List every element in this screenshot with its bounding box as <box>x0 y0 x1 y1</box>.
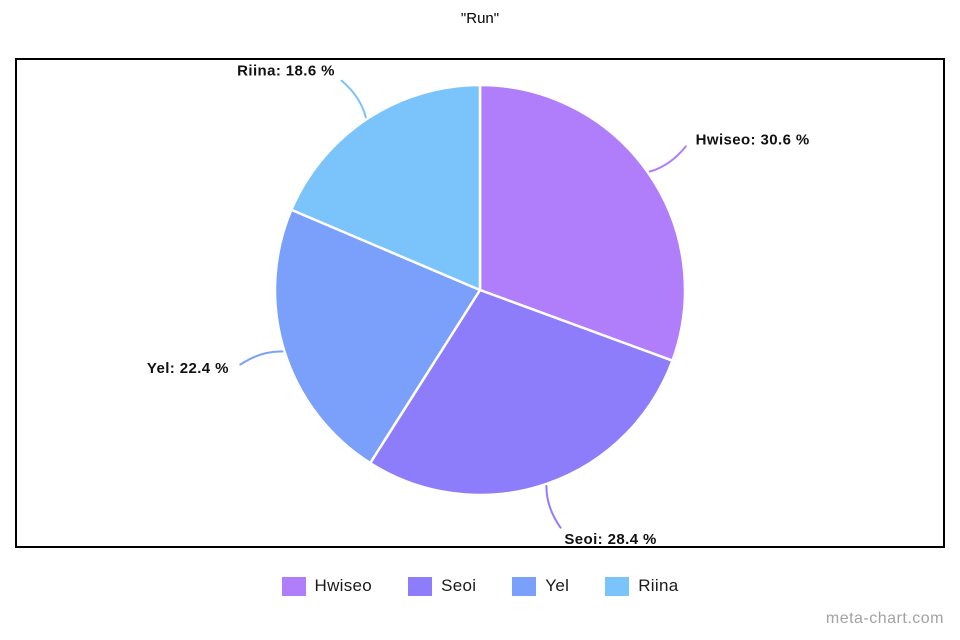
legend-item-yel: Yel <box>512 576 569 596</box>
legend-item-hwiseo: Hwiseo <box>281 576 373 596</box>
callout-line-riina <box>340 79 367 119</box>
legend-label-seoi: Seoi <box>441 576 477 595</box>
chart-title: "Run" <box>460 10 500 27</box>
slice-label-riina: Riina: 18.6 % <box>237 63 335 80</box>
legend-swatch-seoi <box>408 576 433 596</box>
pie-chart-svg: Hwiseo: 30.6 % Seoi: 28.4 % Yel: 22.4 % Rii… <box>147 63 810 546</box>
pie-slice-seoi <box>368 288 674 497</box>
legend-item-riina: Riina <box>605 576 678 596</box>
chart-legend: Hwiseo Seoi Yel Riina <box>0 576 960 596</box>
watermark: meta-chart.com <box>825 610 944 627</box>
legend-label-hwiseo: Hwiseo <box>314 576 373 595</box>
callout-line-yel <box>239 350 284 366</box>
legend-swatch-riina <box>605 576 630 596</box>
legend-item-seoi: Seoi <box>408 576 476 596</box>
pie-slice-hwiseo <box>478 83 687 362</box>
slice-label-yel: Yel: 22.4 % <box>147 360 229 377</box>
callout-line-hwiseo <box>648 145 687 173</box>
legend-label-riina: Riina <box>638 576 679 595</box>
legend-swatch-yel <box>512 576 537 596</box>
slice-label-hwiseo: Hwiseo: 30.6 % <box>696 131 810 148</box>
callout-line-seoi <box>545 485 562 529</box>
pie-slice-riina <box>290 83 482 292</box>
pie-slice-yel <box>273 208 482 465</box>
legend-label-yel: Yel <box>545 576 570 595</box>
legend-swatch-hwiseo <box>281 576 306 596</box>
chart-frame: Hwiseo: 30.6 % Seoi: 28.4 % Yel: 22.4 % Rii… <box>15 58 945 548</box>
slice-label-seoi: Seoi: 28.4 % <box>564 531 656 546</box>
